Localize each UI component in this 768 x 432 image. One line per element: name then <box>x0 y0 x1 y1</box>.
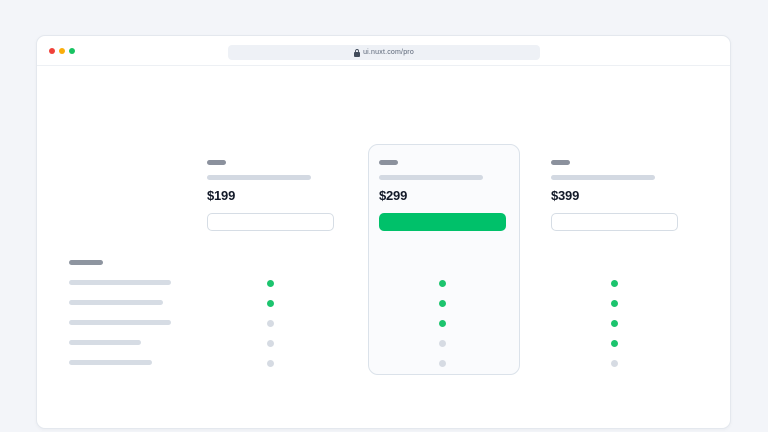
feature-included-dot <box>267 300 274 307</box>
feature-excluded-dot <box>611 360 618 367</box>
feature-dots-plan-2 <box>379 280 506 367</box>
plan-name-skeleton <box>379 160 398 165</box>
address-bar[interactable]: ui.nuxt.com/pro <box>228 45 540 60</box>
browser-window: ui.nuxt.com/pro $199 $299 $399 <box>36 35 731 429</box>
browser-header: ui.nuxt.com/pro <box>37 36 730 66</box>
plan-description-skeleton <box>379 175 483 180</box>
feature-label-skeleton <box>69 320 171 325</box>
plan-select-button[interactable] <box>207 213 334 231</box>
feature-included-dot <box>267 280 274 287</box>
highlighted-plan-card <box>368 144 520 375</box>
url-text: ui.nuxt.com/pro <box>363 49 414 56</box>
feature-excluded-dot <box>267 360 274 367</box>
plan-description-skeleton <box>207 175 311 180</box>
feature-excluded-dot <box>267 340 274 347</box>
feature-excluded-dot <box>439 360 446 367</box>
plan-column-1: $199 <box>207 36 334 430</box>
feature-included-dot <box>439 320 446 327</box>
feature-dots-plan-3 <box>551 280 678 367</box>
feature-label-skeleton <box>69 340 141 345</box>
lock-icon <box>354 48 361 57</box>
feature-included-dot <box>611 340 618 347</box>
window-controls <box>49 48 75 54</box>
feature-label-skeleton <box>69 360 152 365</box>
plan-name-skeleton <box>207 160 226 165</box>
minimize-window-icon[interactable] <box>59 48 65 54</box>
feature-dots-plan-1 <box>207 280 334 367</box>
plan-select-button-primary[interactable] <box>379 213 506 231</box>
feature-excluded-dot <box>439 340 446 347</box>
features-section-heading-skeleton <box>69 260 103 265</box>
feature-included-dot <box>439 280 446 287</box>
feature-included-dot <box>611 280 618 287</box>
feature-included-dot <box>439 300 446 307</box>
feature-label-skeleton <box>69 280 171 285</box>
feature-included-dot <box>611 320 618 327</box>
plan-description-skeleton <box>551 175 655 180</box>
zoom-window-icon[interactable] <box>69 48 75 54</box>
plan-select-button[interactable] <box>551 213 678 231</box>
close-window-icon[interactable] <box>49 48 55 54</box>
plan-name-skeleton <box>551 160 570 165</box>
feature-included-dot <box>611 300 618 307</box>
plan-price: $199 <box>207 188 236 203</box>
feature-label-skeleton <box>69 300 163 305</box>
plan-price: $299 <box>379 188 408 203</box>
plan-price: $399 <box>551 188 580 203</box>
plan-column-2: $299 <box>379 36 506 430</box>
plan-column-3: $399 <box>551 36 678 430</box>
feature-excluded-dot <box>267 320 274 327</box>
